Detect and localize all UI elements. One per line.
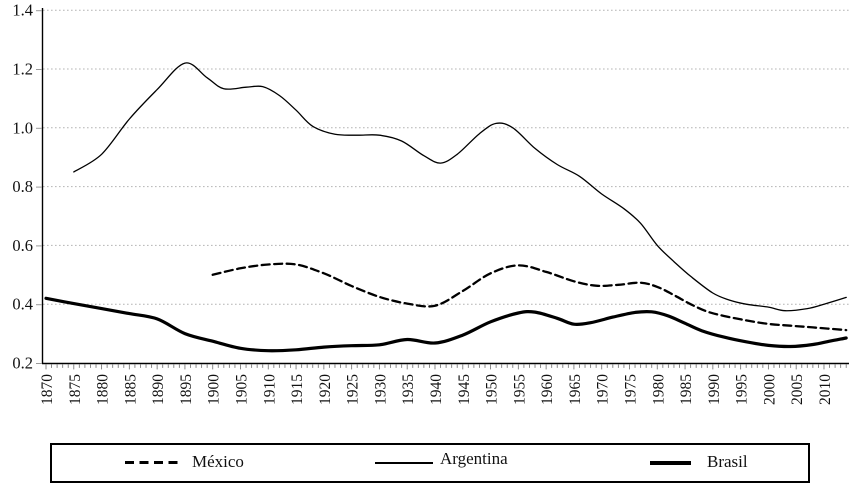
axes [41,8,849,365]
x-tick-label: 1880 [95,374,112,405]
mexico-dashed-line-icon [125,461,183,464]
y-tick-labels: 1.4 1.2 1.0 0.8 0.6 0.4 0.2 [12,1,42,373]
x-tick-label: 1885 [122,374,139,405]
x-tick-label: 1965 [567,374,584,405]
series-line-argentina [73,62,847,312]
x-tick-label: 1900 [206,374,223,405]
legend-label-brasil: Brasil [707,452,748,471]
x-tick-label: 2010 [817,374,834,405]
x-tick-label: 1870 [39,374,56,405]
series-line-brasil [44,296,848,353]
x-tick-label: 1970 [595,374,612,405]
y-tick-label: 1.0 [12,118,33,137]
y-tick-label: 1.4 [12,1,33,20]
x-tick-label: 1925 [345,374,362,405]
x-tick-label: 2005 [789,374,806,405]
legend-label-mexico: México [192,452,244,471]
brasil-thick-line-icon [650,461,691,465]
series-line-mxico [211,262,848,332]
x-tick-label: 1890 [150,374,167,405]
x-tick-label: 1905 [233,374,250,405]
x-tick-label: 1950 [484,374,501,405]
y-tick-label: 0.4 [12,295,33,314]
x-tick-label: 1990 [706,374,723,405]
y-tick-label: 0.6 [12,236,33,255]
x-tick-label: 1935 [400,374,417,405]
x-tick-label: 1995 [734,374,751,405]
line-chart: 1.4 1.2 1.0 0.8 0.6 0.4 0.2 1870 1875 1880 1885 189… [12,1,849,405]
x-tick-label: 1985 [678,374,695,405]
x-ticks [45,364,847,370]
x-tick-label: 1875 [67,374,84,405]
x-tick-label: 1930 [372,374,389,405]
x-tick-label: 2000 [761,374,778,405]
y-tick-label: 0.2 [12,354,33,373]
x-tick-label: 1920 [317,374,334,405]
x-tick-label: 1975 [622,374,639,405]
legend-label-argentina: Argentina [440,449,508,468]
x-tick-label: 1940 [428,374,445,405]
legend: México Argentina Brasil [50,443,810,483]
x-tick-label: 1980 [650,374,667,405]
x-tick-label: 1955 [511,374,528,405]
x-tick-labels: 1870 1875 1880 1885 1890 1895 1900 1905 1910 1915… [39,374,834,405]
y-tick-label: 0.8 [12,177,33,196]
argentina-thin-line-icon [375,462,433,464]
gridlines [43,9,849,305]
x-tick-label: 1960 [539,374,556,405]
x-tick-label: 1945 [456,374,473,405]
x-tick-label: 1915 [289,374,306,405]
x-tick-label: 1895 [178,374,195,405]
x-tick-label: 1910 [261,374,278,405]
y-tick-label: 1.2 [12,60,33,79]
